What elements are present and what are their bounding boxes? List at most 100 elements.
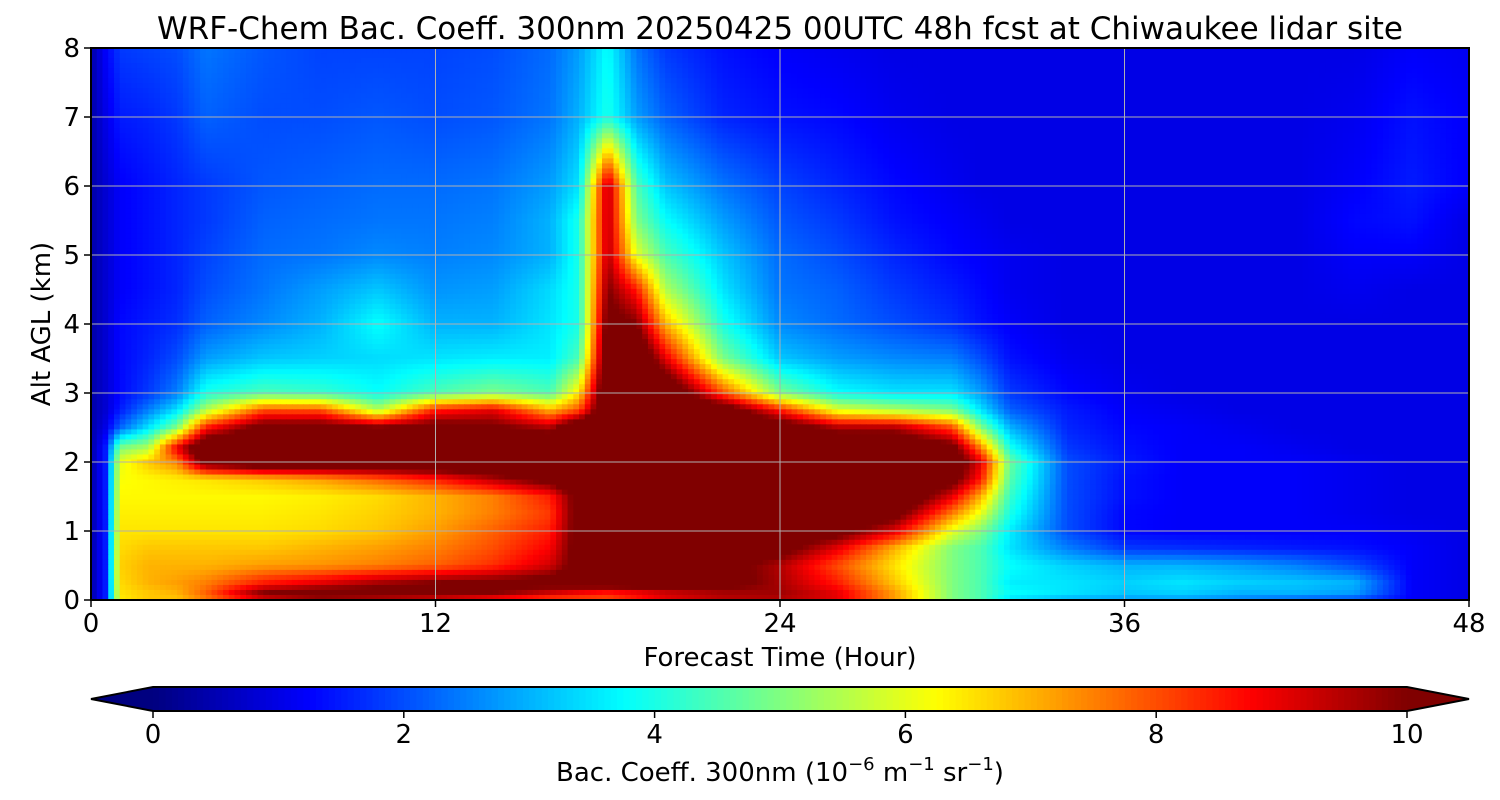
- heatmap-cell: [429, 118, 437, 124]
- heatmap-cell: [234, 63, 241, 69]
- heatmap-cell: [378, 48, 385, 54]
- heatmap-cell: [1239, 123, 1246, 129]
- heatmap-cell: [119, 103, 127, 109]
- heatmap-cell: [1451, 113, 1459, 119]
- heatmap-cell: [728, 88, 735, 94]
- heatmap-cell: [780, 63, 787, 69]
- heatmap-cell: [636, 108, 643, 114]
- heatmap-cell: [1377, 138, 1384, 144]
- heatmap-cell: [435, 68, 442, 74]
- heatmap-cell: [291, 98, 299, 104]
- heatmap-cell: [1072, 58, 1080, 64]
- heatmap-cell: [1090, 118, 1097, 124]
- heatmap-cell: [1158, 93, 1166, 99]
- heatmap-cell: [613, 48, 620, 54]
- heatmap-cell: [808, 128, 816, 134]
- heatmap-cell: [1061, 108, 1068, 114]
- heatmap-cell: [969, 138, 976, 144]
- heatmap-cell: [774, 133, 781, 139]
- heatmap-cell: [647, 103, 655, 109]
- heatmap-cell: [125, 63, 132, 69]
- heatmap-cell: [734, 63, 741, 69]
- heatmap-cell: [935, 138, 942, 144]
- heatmap-cell: [912, 108, 919, 114]
- heatmap-cell: [969, 78, 976, 84]
- heatmap-cell: [556, 148, 563, 154]
- heatmap-cell: [780, 133, 787, 139]
- heatmap-cell: [975, 93, 982, 99]
- heatmap-cell: [883, 143, 890, 149]
- heatmap-cell: [533, 98, 540, 104]
- heatmap-cell: [1262, 73, 1269, 79]
- heatmap-cell: [745, 63, 752, 69]
- heatmap-cell: [837, 83, 844, 89]
- heatmap-cell: [521, 73, 528, 79]
- heatmap-cell: [355, 98, 362, 104]
- heatmap-cell: [665, 128, 672, 134]
- heatmap-cell: [556, 118, 563, 124]
- heatmap-cell: [1216, 123, 1223, 129]
- heatmap-cell: [1336, 113, 1344, 119]
- heatmap-cell: [1451, 98, 1459, 104]
- heatmap-cell: [383, 68, 391, 74]
- heatmap-cell: [1118, 88, 1126, 94]
- heatmap-cell: [630, 93, 638, 99]
- heatmap-cell: [521, 58, 528, 64]
- heatmap-cell: [889, 63, 896, 69]
- heatmap-cell: [1135, 63, 1143, 69]
- plot-area: [90, 47, 1470, 601]
- heatmap-cell: [240, 108, 247, 114]
- heatmap-cell: [825, 108, 833, 114]
- heatmap-cell: [1113, 53, 1120, 59]
- heatmap-cell: [217, 113, 224, 119]
- heatmap-cell: [1245, 118, 1252, 124]
- heatmap-cell: [550, 83, 557, 89]
- heatmap-cell: [757, 83, 764, 89]
- heatmap-cell: [372, 58, 379, 64]
- heatmap-cell: [142, 73, 150, 79]
- heatmap-cell: [579, 133, 586, 139]
- heatmap-cell: [1044, 118, 1051, 124]
- heatmap-cell: [418, 113, 425, 119]
- heatmap-cell: [963, 103, 971, 109]
- heatmap-cell: [590, 83, 597, 89]
- heatmap-cell: [952, 53, 959, 59]
- heatmap-cell: [1164, 88, 1172, 94]
- heatmap-cell: [234, 123, 241, 129]
- heatmap-cell: [257, 148, 264, 154]
- heatmap-cell: [1262, 63, 1269, 69]
- heatmap-cell: [441, 103, 448, 109]
- heatmap-cell: [739, 113, 747, 119]
- heatmap-cell: [567, 108, 574, 114]
- heatmap-cell: [441, 78, 448, 84]
- heatmap-cell: [584, 113, 592, 119]
- heatmap-cell: [498, 53, 505, 59]
- heatmap-cell: [412, 48, 419, 54]
- heatmap-cell: [464, 133, 471, 139]
- heatmap-cell: [102, 143, 109, 149]
- heatmap-cell: [734, 68, 741, 74]
- heatmap-cell: [113, 103, 121, 109]
- heatmap-cell: [596, 53, 603, 59]
- heatmap-cell: [1193, 68, 1200, 74]
- heatmap-cell: [131, 48, 138, 54]
- heatmap-cell: [188, 113, 195, 119]
- heatmap-cell: [469, 73, 477, 79]
- heatmap-cell: [802, 118, 810, 124]
- heatmap-cell: [820, 143, 827, 149]
- heatmap-cell: [711, 148, 718, 154]
- heatmap-cell: [1164, 83, 1172, 89]
- heatmap-cell: [435, 148, 442, 154]
- heatmap-cell: [286, 93, 293, 99]
- heatmap-cell: [464, 113, 471, 119]
- heatmap-cell: [446, 63, 454, 69]
- heatmap-cell: [544, 53, 551, 59]
- heatmap-cell: [366, 98, 373, 104]
- heatmap-cell: [1359, 113, 1367, 119]
- heatmap-cell: [1026, 103, 1034, 109]
- heatmap-cell: [200, 93, 207, 99]
- heatmap-cell: [510, 58, 517, 64]
- heatmap-cell: [355, 58, 362, 64]
- heatmap-cell: [716, 128, 724, 134]
- heatmap-cell: [630, 138, 638, 144]
